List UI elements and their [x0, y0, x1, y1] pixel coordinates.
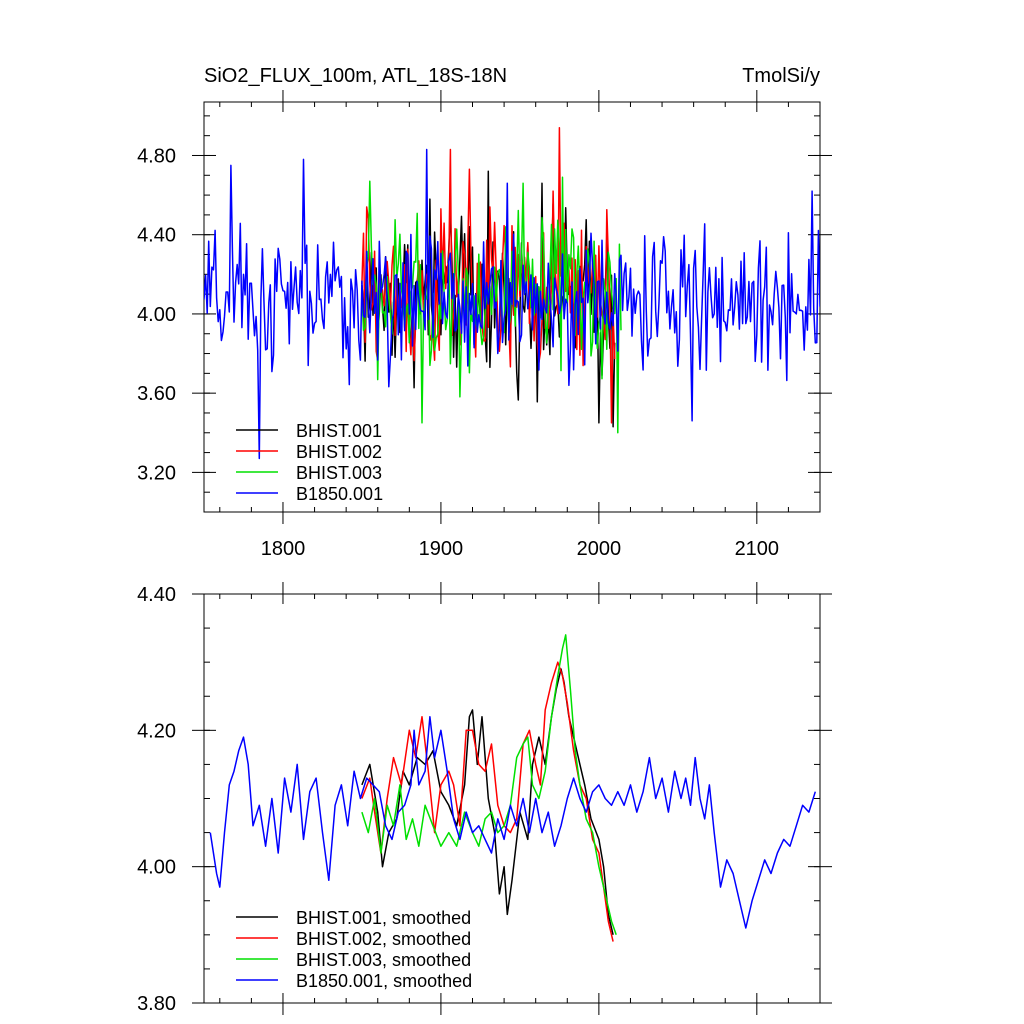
series-group — [209, 634, 817, 942]
series-line — [361, 634, 617, 936]
legend-label: BHIST.002, smoothed — [296, 929, 471, 949]
y-tick-label: 4.20 — [137, 720, 176, 742]
y-tick-label: 3.20 — [137, 462, 176, 484]
y-tick-label: 4.00 — [137, 857, 176, 879]
y-tick-label: 4.80 — [137, 145, 176, 167]
x-tick-label: 2000 — [577, 538, 622, 560]
top-panel: 1800 1900 2000 2100 3.20 3.60 4.00 4.40 4.80 SiO2… — [137, 65, 832, 560]
x-tick-label: 2100 — [735, 538, 780, 560]
chart-title: SiO2_FLUX_100m, ATL_18S-18N — [204, 65, 507, 87]
x-tick-label: 1900 — [419, 538, 464, 560]
legend-label: BHIST.001 — [296, 421, 382, 441]
y-tick-label: 3.80 — [137, 993, 176, 1015]
x-tick-label: 1800 — [261, 538, 306, 560]
series-line — [204, 148, 820, 460]
legend-label: BHIST.001, smoothed — [296, 908, 471, 928]
y-tick-label: 4.40 — [137, 584, 176, 606]
series-line — [361, 668, 614, 935]
y-tick-label: 3.60 — [137, 383, 176, 405]
units-label: TmolSi/y — [742, 65, 820, 87]
plot-frame — [203, 101, 821, 513]
legend-label: B1850.001, smoothed — [296, 971, 472, 991]
series-line — [209, 715, 817, 929]
series-line — [361, 661, 614, 942]
legend-label: BHIST.002 — [296, 442, 382, 462]
y-tick-label: 4.00 — [137, 304, 176, 326]
legend-label: BHIST.003, smoothed — [296, 950, 471, 970]
series-group — [204, 126, 820, 460]
legend-label: BHIST.003 — [296, 463, 382, 483]
y-tick-label: 4.40 — [137, 225, 176, 247]
legend-label: B1850.001 — [296, 484, 383, 504]
